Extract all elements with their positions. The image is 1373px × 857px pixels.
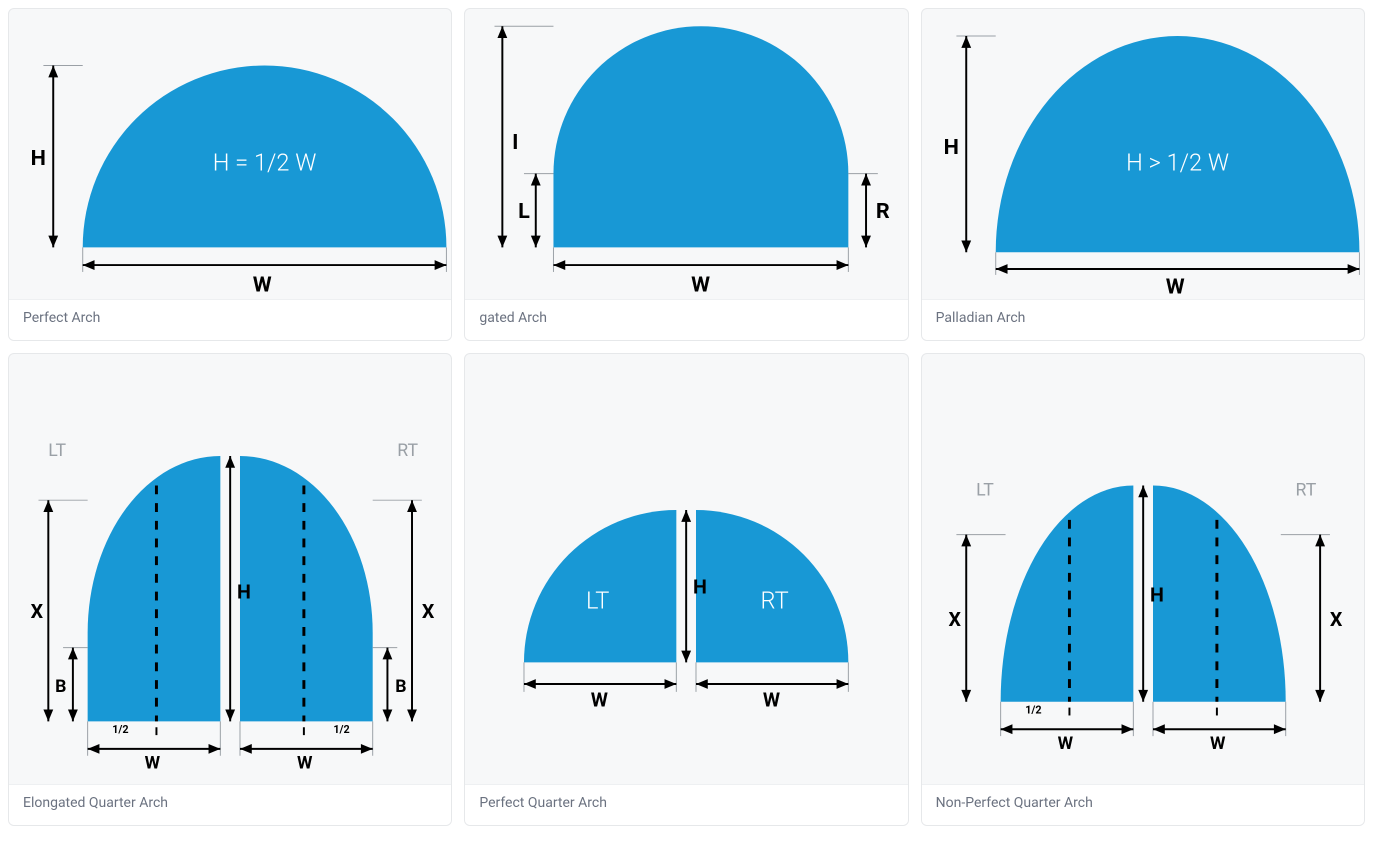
card-elongated-arch: I L R W	[464, 8, 908, 341]
arch-grid: H W H = 1/2 W Perfect Arch	[8, 8, 1365, 826]
label-LT: LT	[976, 480, 994, 500]
label-R: R	[876, 199, 890, 224]
card-elongated-quarter-arch: LT RT X X B	[8, 353, 452, 826]
label-H: H	[943, 135, 958, 160]
label-W-right: W	[297, 754, 313, 774]
label-LT: LT	[48, 441, 66, 461]
label-formula: H = 1/2 W	[213, 149, 317, 177]
diagram-elongated-arch: I L R W	[465, 9, 907, 299]
label-H: H	[237, 580, 251, 603]
caption-elongated-quarter-arch: Elongated Quarter Arch	[9, 784, 451, 825]
label-half-right: 1/2	[333, 723, 349, 736]
card-perfect-quarter-arch: LT RT H W W	[464, 353, 908, 826]
diagram-non-perfect-quarter-arch: LT RT X X H	[922, 354, 1364, 784]
label-L: L	[518, 199, 530, 224]
label-RT: RT	[761, 586, 789, 614]
caption-non-perfect-quarter-arch: Non-Perfect Quarter Arch	[922, 784, 1364, 825]
card-non-perfect-quarter-arch: LT RT X X H	[921, 353, 1365, 826]
label-half-left: 1/2	[1025, 703, 1041, 716]
label-W-left: W	[1057, 734, 1073, 754]
diagram-perfect-arch: H W H = 1/2 W	[9, 9, 451, 299]
card-perfect-arch: H W H = 1/2 W Perfect Arch	[8, 8, 452, 341]
caption-palladian-arch: Palladian Arch	[922, 299, 1364, 340]
label-B-right: B	[395, 677, 406, 697]
label-W: W	[691, 273, 710, 298]
label-formula: H > 1/2 W	[1126, 149, 1229, 177]
label-W: W	[253, 273, 272, 298]
label-B-left: B	[55, 677, 66, 697]
diagram-elongated-quarter-arch: LT RT X X B	[9, 354, 451, 784]
label-W: W	[1165, 275, 1184, 299]
label-H: H	[693, 576, 707, 599]
diagram-palladian-arch: H W H > 1/2 W	[922, 9, 1364, 299]
label-H: H	[31, 146, 46, 171]
label-W-right: W	[763, 689, 780, 712]
label-RT: RT	[397, 441, 418, 461]
label-half-left: 1/2	[112, 723, 128, 736]
label-LT: LT	[586, 586, 609, 614]
label-RT: RT	[1295, 480, 1316, 500]
label-H: H	[1150, 583, 1164, 606]
label-X-right: X	[422, 600, 435, 623]
caption-perfect-arch: Perfect Arch	[9, 299, 451, 340]
label-W-left: W	[145, 754, 161, 774]
label-X-right: X	[1330, 608, 1343, 631]
card-palladian-arch: H W H > 1/2 W Palladian Arch	[921, 8, 1365, 341]
label-X-left: X	[948, 608, 961, 631]
caption-elongated-arch: gated Arch	[465, 299, 907, 340]
label-X-left: X	[31, 600, 44, 623]
diagram-perfect-quarter-arch: LT RT H W W	[465, 354, 907, 784]
label-W-right: W	[1210, 734, 1226, 754]
label-W-left: W	[591, 689, 608, 712]
label-I: I	[513, 130, 519, 155]
caption-perfect-quarter-arch: Perfect Quarter Arch	[465, 784, 907, 825]
